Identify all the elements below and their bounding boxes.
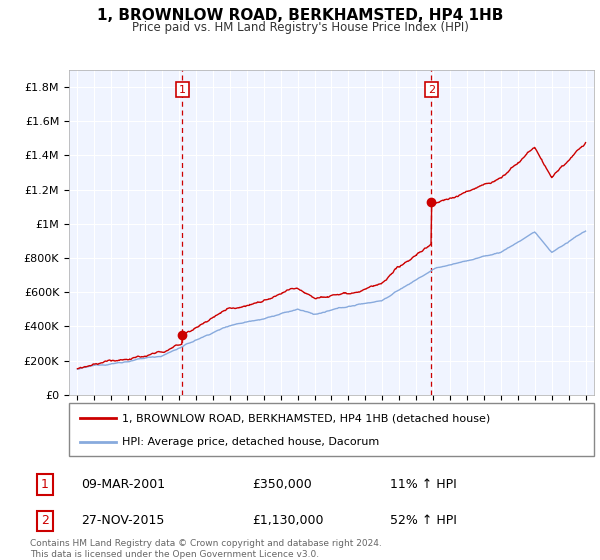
Text: £1,130,000: £1,130,000	[252, 514, 323, 528]
Text: 1, BROWNLOW ROAD, BERKHAMSTED, HP4 1HB (detached house): 1, BROWNLOW ROAD, BERKHAMSTED, HP4 1HB (…	[121, 413, 490, 423]
Text: 2: 2	[428, 85, 435, 95]
Text: 11% ↑ HPI: 11% ↑ HPI	[390, 478, 457, 491]
Text: 2: 2	[41, 514, 49, 528]
Text: 1, BROWNLOW ROAD, BERKHAMSTED, HP4 1HB: 1, BROWNLOW ROAD, BERKHAMSTED, HP4 1HB	[97, 8, 503, 24]
Text: £350,000: £350,000	[252, 478, 312, 491]
Text: Contains HM Land Registry data © Crown copyright and database right 2024.
This d: Contains HM Land Registry data © Crown c…	[30, 539, 382, 559]
Text: HPI: Average price, detached house, Dacorum: HPI: Average price, detached house, Daco…	[121, 436, 379, 446]
Text: Price paid vs. HM Land Registry's House Price Index (HPI): Price paid vs. HM Land Registry's House …	[131, 21, 469, 34]
Text: 52% ↑ HPI: 52% ↑ HPI	[390, 514, 457, 528]
Text: 1: 1	[41, 478, 49, 491]
Text: 27-NOV-2015: 27-NOV-2015	[81, 514, 164, 528]
FancyBboxPatch shape	[69, 403, 594, 456]
Text: 09-MAR-2001: 09-MAR-2001	[81, 478, 165, 491]
Text: 1: 1	[179, 85, 186, 95]
